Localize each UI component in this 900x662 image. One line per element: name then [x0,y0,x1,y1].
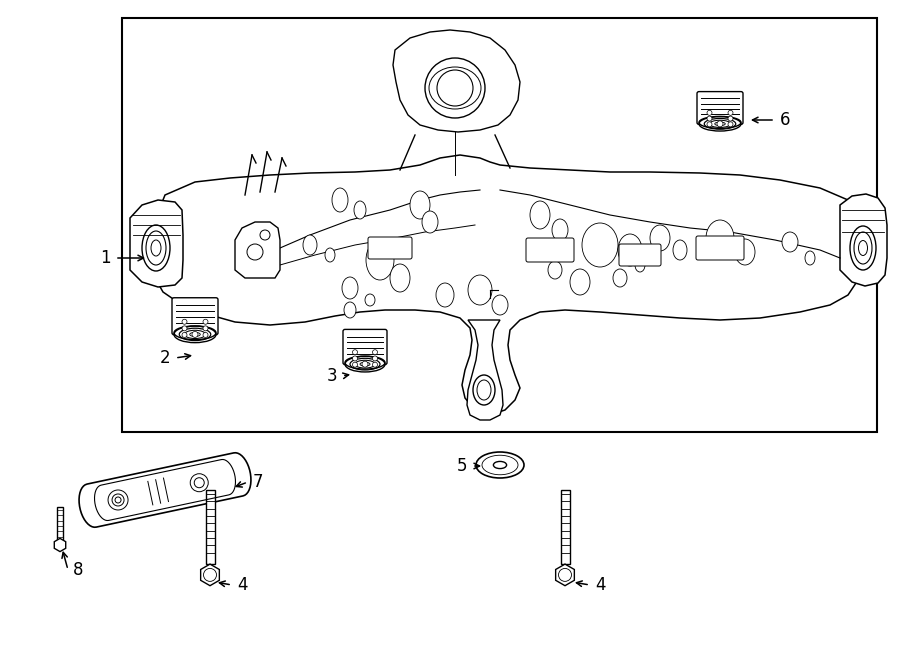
Circle shape [353,362,357,367]
Ellipse shape [618,234,642,266]
Circle shape [362,361,368,367]
Circle shape [437,70,473,106]
Polygon shape [393,30,520,132]
Text: 4: 4 [237,576,248,594]
Ellipse shape [354,201,366,219]
Ellipse shape [735,239,755,265]
Circle shape [717,121,723,127]
Ellipse shape [699,117,741,128]
Text: 7: 7 [253,473,264,491]
FancyBboxPatch shape [368,237,412,259]
Ellipse shape [673,240,687,260]
Polygon shape [840,194,887,286]
Circle shape [353,356,357,361]
Bar [57,507,63,545]
Ellipse shape [582,223,618,267]
Circle shape [192,332,198,338]
FancyBboxPatch shape [697,91,743,124]
Ellipse shape [174,326,216,340]
Circle shape [182,326,187,331]
Circle shape [260,230,270,240]
FancyBboxPatch shape [172,298,218,335]
Circle shape [353,350,357,355]
Ellipse shape [850,226,876,270]
Circle shape [194,478,204,488]
Circle shape [203,326,208,331]
Ellipse shape [410,191,430,219]
Ellipse shape [805,251,815,265]
Circle shape [707,116,712,121]
Ellipse shape [345,356,385,369]
Text: 8: 8 [73,561,84,579]
Ellipse shape [476,452,524,478]
Ellipse shape [473,375,495,405]
FancyBboxPatch shape [526,238,574,262]
Ellipse shape [613,269,627,287]
Circle shape [728,116,733,121]
Ellipse shape [492,295,508,315]
Bar [561,490,570,564]
Text: 5: 5 [457,457,467,475]
Polygon shape [54,538,66,551]
Circle shape [728,111,733,115]
Circle shape [707,122,712,127]
Circle shape [182,319,187,324]
Ellipse shape [570,269,590,295]
Ellipse shape [142,225,170,271]
Polygon shape [152,155,862,415]
Circle shape [203,332,208,338]
Circle shape [373,350,377,355]
Ellipse shape [422,211,438,233]
Circle shape [728,122,733,127]
Circle shape [203,319,208,324]
Circle shape [425,58,485,118]
FancyBboxPatch shape [696,236,744,260]
Text: 6: 6 [779,111,790,129]
Circle shape [190,474,208,492]
Ellipse shape [344,302,356,318]
Ellipse shape [548,261,562,279]
Circle shape [373,362,377,367]
Ellipse shape [303,235,317,255]
Ellipse shape [782,232,798,252]
Bar [205,490,214,564]
Ellipse shape [552,219,568,241]
Ellipse shape [493,461,507,469]
Ellipse shape [365,294,375,306]
Ellipse shape [650,225,670,251]
Ellipse shape [530,201,550,229]
Ellipse shape [332,188,348,212]
Ellipse shape [342,277,358,299]
Circle shape [373,356,377,361]
Ellipse shape [325,248,335,262]
Text: 4: 4 [595,576,605,594]
Ellipse shape [366,240,394,280]
Circle shape [707,111,712,115]
Circle shape [108,490,128,510]
Text: 2: 2 [159,349,170,367]
Ellipse shape [635,258,645,272]
Polygon shape [79,453,251,527]
Ellipse shape [468,275,492,305]
Polygon shape [235,222,280,278]
Circle shape [115,497,121,503]
Ellipse shape [436,283,454,307]
Text: 1: 1 [100,249,111,267]
Polygon shape [555,564,574,586]
Bar [122,18,877,432]
Ellipse shape [390,264,410,292]
Circle shape [182,332,187,338]
Text: 3: 3 [327,367,338,385]
Polygon shape [201,564,220,586]
FancyBboxPatch shape [343,330,387,365]
Circle shape [247,244,263,260]
Circle shape [112,494,124,506]
Polygon shape [467,320,503,420]
FancyBboxPatch shape [619,244,661,266]
Ellipse shape [706,220,734,256]
Polygon shape [130,200,183,287]
